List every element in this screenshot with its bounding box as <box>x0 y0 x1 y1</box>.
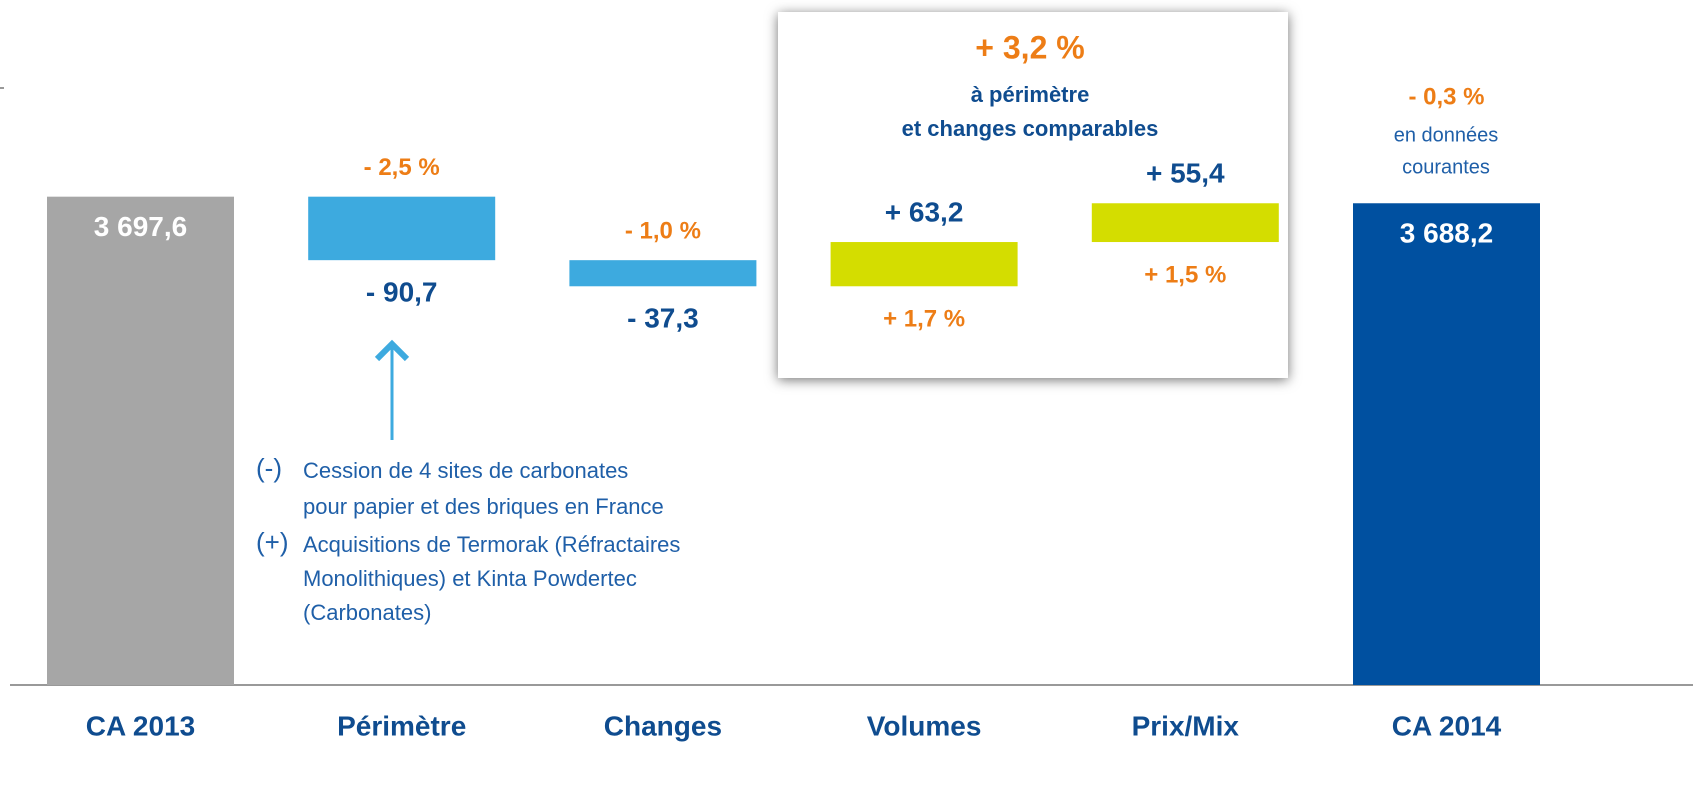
note-line: (Carbonates) <box>303 600 431 625</box>
note-line: Cession de 4 sites de carbonates <box>303 458 628 483</box>
percent-label: - 0,3 % <box>1408 83 1484 110</box>
bar <box>308 196 496 261</box>
percent-label: + 1,7 % <box>883 306 965 333</box>
final-note: courantes <box>1402 156 1490 178</box>
final-note: en données <box>1394 124 1499 146</box>
note-sign: (+) <box>256 527 289 557</box>
bar <box>830 242 1018 287</box>
value-label: 3 688,2 <box>1400 218 1493 249</box>
bar <box>1353 203 1540 685</box>
note-line: pour papier et des briques en France <box>303 494 664 519</box>
box-line: à périmètre <box>971 82 1090 107</box>
x-tick-label: Changes <box>604 710 722 741</box>
highlight-box <box>778 12 1288 378</box>
percent-label: - 1,0 % <box>625 218 701 245</box>
value-label: - 90,7 <box>366 277 438 308</box>
bar <box>569 260 757 287</box>
bar <box>1091 203 1279 243</box>
value-label: + 63,2 <box>885 196 964 227</box>
x-tick-label: CA 2014 <box>1392 710 1502 741</box>
bar <box>47 196 234 685</box>
percent-label: - 2,5 % <box>364 154 440 181</box>
x-tick-label: Prix/Mix <box>1132 710 1240 741</box>
value-label: - 37,3 <box>627 303 699 334</box>
value-label: 3 697,6 <box>94 211 187 242</box>
box-line: et changes comparables <box>902 116 1159 141</box>
x-tick-label: Volumes <box>867 710 982 741</box>
x-tick-label: Périmètre <box>337 710 466 741</box>
percent-label: + 1,5 % <box>1144 261 1226 288</box>
x-tick-label: CA 2013 <box>86 710 195 741</box>
box-headline: + 3,2 % <box>975 29 1084 65</box>
note-sign: (-) <box>256 453 282 483</box>
value-label: + 55,4 <box>1146 158 1225 189</box>
note-line: Acquisitions de Termorak (Réfractaires <box>303 532 680 557</box>
note-line: Monolithiques) et Kinta Powdertec <box>303 566 637 591</box>
